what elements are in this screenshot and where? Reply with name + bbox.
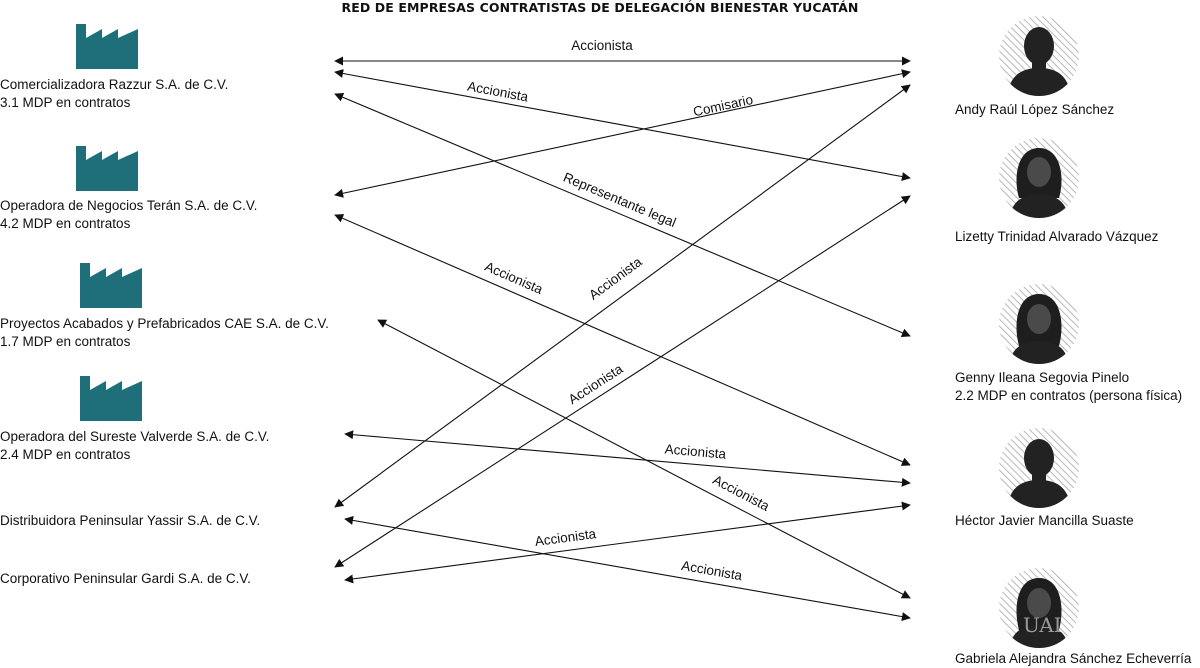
male-silhouette-icon: [999, 16, 1079, 96]
female-silhouette-icon: UAI: [999, 568, 1079, 648]
relation-arrow: [344, 430, 911, 487]
person-detail: 2.2 MDP en contratos (persona física): [955, 388, 1183, 403]
factory-icon: [76, 146, 138, 191]
company-contracts: 2.4 MDP en contratos: [0, 447, 131, 462]
relation-arrow: [334, 69, 911, 198]
relation-label: Accionista: [534, 526, 597, 549]
relation-label: Accionista: [566, 361, 626, 407]
factory-icon: [76, 24, 138, 69]
person-lizetty: Lizetty Trinidad Alvarado Vázquez: [955, 228, 1158, 246]
relation-label: Accionista: [710, 472, 772, 514]
relation-arrow: [334, 84, 911, 508]
relation-label: Accionista: [571, 38, 633, 53]
relation-label: Accionista: [586, 254, 645, 303]
company-valverde: Operadora del Sureste Valverde S.A. de C…: [0, 428, 269, 464]
relation-label: Comisario: [692, 92, 755, 119]
company-name: Proyectos Acabados y Prefabricados CAE S…: [0, 316, 329, 331]
relation-arrow: [344, 515, 911, 622]
relation-arrow: [334, 69, 911, 181]
person-name: Genny Ileana Segovia Pinelo: [955, 370, 1130, 385]
diagram-title: RED DE EMPRESAS CONTRATISTAS DE DELEGACI…: [341, 0, 859, 15]
relation-arrow: [334, 92, 911, 338]
person-gabriela: Gabriela Alejandra Sánchez Echeverría: [955, 650, 1191, 668]
factory-icon: [80, 263, 142, 308]
factory-icon: [80, 376, 142, 421]
person-name: Gabriela Alejandra Sánchez Echeverría: [955, 651, 1192, 666]
company-contracts: 1.7 MDP en contratos: [0, 334, 131, 349]
person-genny: Genny Ileana Segovia Pinelo 2.2 MDP en c…: [955, 369, 1182, 405]
company-gardi: Corporativo Peninsular Gardi S.A. de C.V…: [0, 570, 251, 588]
company-name: Distribuidora Peninsular Yassir S.A. de …: [0, 513, 261, 528]
relation-label: Accionista: [483, 259, 546, 297]
relation-arrow: [377, 319, 911, 599]
relation-arrow: [334, 195, 911, 568]
watermark: UAI: [1023, 613, 1062, 637]
person-andy: Andy Raúl López Sánchez: [955, 101, 1114, 119]
person-name: Héctor Javier Mancilla Suaste: [955, 513, 1134, 528]
relation-label: Representante legal: [561, 170, 678, 231]
company-teran: Operadora de Negocios Terán S.A. de C.V.…: [0, 197, 257, 233]
female-silhouette-icon: [999, 284, 1079, 364]
company-name: Operadora de Negocios Terán S.A. de C.V.: [0, 198, 258, 213]
relation-label: Accionista: [664, 441, 727, 461]
company-name: Comercializadora Razzur S.A. de C.V.: [0, 77, 229, 92]
person-hector: Héctor Javier Mancilla Suaste: [955, 512, 1134, 530]
company-cae: Proyectos Acabados y Prefabricados CAE S…: [0, 315, 329, 351]
company-contracts: 4.2 MDP en contratos: [0, 216, 131, 231]
company-name: Operadora del Sureste Valverde S.A. de C…: [0, 429, 270, 444]
company-razzur: Comercializadora Razzur S.A. de C.V. 3.1…: [0, 76, 228, 112]
company-name: Corporativo Peninsular Gardi S.A. de C.V…: [0, 571, 251, 586]
company-contracts: 3.1 MDP en contratos: [0, 95, 131, 110]
person-name: Andy Raúl López Sánchez: [955, 102, 1115, 117]
female-silhouette-icon: [999, 138, 1079, 218]
relation-label: Accionista: [466, 79, 530, 105]
person-name: Lizetty Trinidad Alvarado Vázquez: [955, 229, 1159, 244]
company-yassir: Distribuidora Peninsular Yassir S.A. de …: [0, 512, 260, 530]
male-silhouette-icon: [999, 428, 1079, 508]
relation-arrow: [334, 214, 911, 466]
